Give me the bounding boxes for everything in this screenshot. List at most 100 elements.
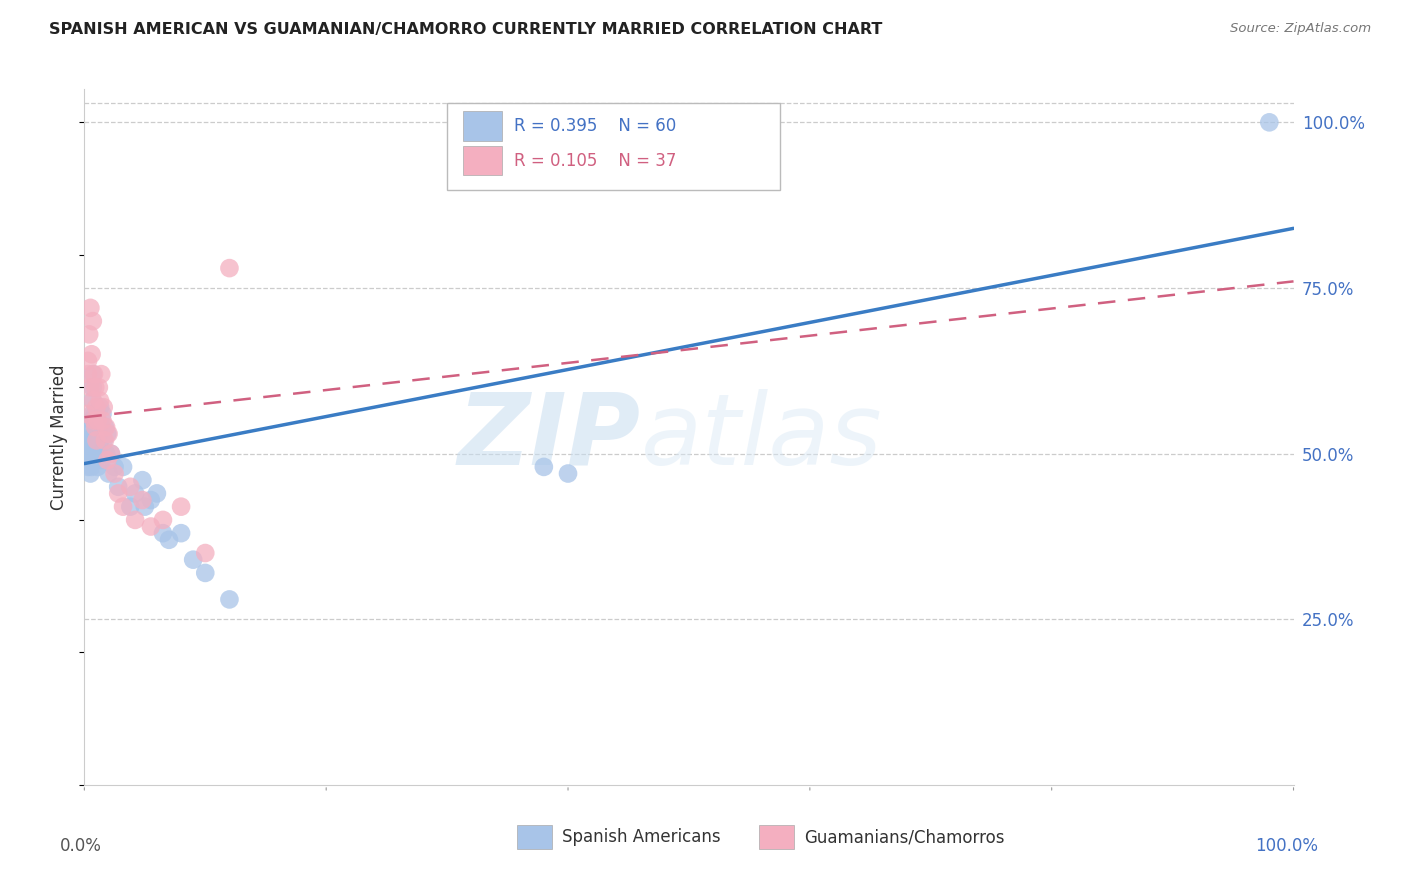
Point [79,434,101,448]
Point [152,526,174,541]
Point [194,566,217,580]
Point [170,500,193,514]
FancyBboxPatch shape [447,103,780,190]
Point [77,426,100,441]
Point [120,500,142,514]
Point [89,393,111,408]
Point [76,407,98,421]
Point [82,393,104,408]
Point [181,552,204,566]
Point [80,440,103,454]
Point [79,380,101,394]
Point [77,354,100,368]
Point [86,459,108,474]
Point [91,413,114,427]
Point [89,434,111,448]
Point [139,493,162,508]
Text: Source: ZipAtlas.com: Source: ZipAtlas.com [1230,22,1371,36]
Point [89,401,111,415]
Point [96,453,118,467]
Point [80,413,103,427]
Point [83,413,105,427]
Point [1258,115,1281,129]
Point [80,347,103,361]
Point [83,447,105,461]
Point [97,467,120,481]
Point [80,459,103,474]
Text: R = 0.395    N = 60: R = 0.395 N = 60 [513,117,676,135]
Point [90,453,112,467]
Point [86,447,108,461]
Point [170,526,193,541]
Point [86,420,108,434]
Text: R = 0.105    N = 37: R = 0.105 N = 37 [513,152,676,169]
Point [194,546,217,560]
Point [91,407,114,421]
Point [104,467,127,481]
Point [79,467,101,481]
Point [152,513,174,527]
Point [90,420,112,434]
Point [157,533,180,547]
Point [79,301,101,315]
Point [557,467,579,481]
Point [77,434,100,448]
Point [218,261,240,276]
Point [93,401,115,415]
Point [134,500,156,514]
Point [77,453,100,467]
Point [93,434,115,448]
Point [84,434,107,448]
Point [87,426,110,441]
Point [84,453,107,467]
Point [124,513,146,527]
Point [107,480,129,494]
Point [86,434,108,448]
FancyBboxPatch shape [517,825,553,849]
Point [84,420,107,434]
FancyBboxPatch shape [759,825,794,849]
Point [131,493,153,508]
Point [94,434,117,448]
Point [96,426,118,441]
Text: 0.0%: 0.0% [60,837,103,855]
Point [104,459,127,474]
Point [139,519,162,533]
Point [86,434,108,448]
Point [94,420,117,434]
Point [86,401,108,415]
Point [77,440,100,454]
Point [90,367,112,381]
Point [77,327,100,342]
Point [82,367,104,381]
FancyBboxPatch shape [463,112,502,141]
Point [87,447,110,461]
Point [131,473,153,487]
Point [83,426,105,441]
Point [84,407,107,421]
Point [100,447,122,461]
Text: Guamanians/Chamorros: Guamanians/Chamorros [804,828,1004,847]
Point [77,459,100,474]
Point [120,480,142,494]
Point [94,420,117,434]
Text: atlas: atlas [641,389,882,485]
Point [97,426,120,441]
Point [84,380,107,394]
Text: SPANISH AMERICAN VS GUAMANIAN/CHAMORRO CURRENTLY MARRIED CORRELATION CHART: SPANISH AMERICAN VS GUAMANIAN/CHAMORRO C… [49,22,883,37]
Point [83,367,105,381]
Point [533,459,555,474]
Point [146,486,169,500]
Point [86,413,108,427]
Point [107,486,129,500]
Point [94,447,117,461]
Point [218,592,240,607]
Point [77,367,100,381]
Point [82,393,104,408]
Point [83,413,105,427]
Text: Spanish Americans: Spanish Americans [562,828,721,847]
Point [124,486,146,500]
Point [82,407,104,421]
Point [86,413,108,427]
Point [112,500,135,514]
